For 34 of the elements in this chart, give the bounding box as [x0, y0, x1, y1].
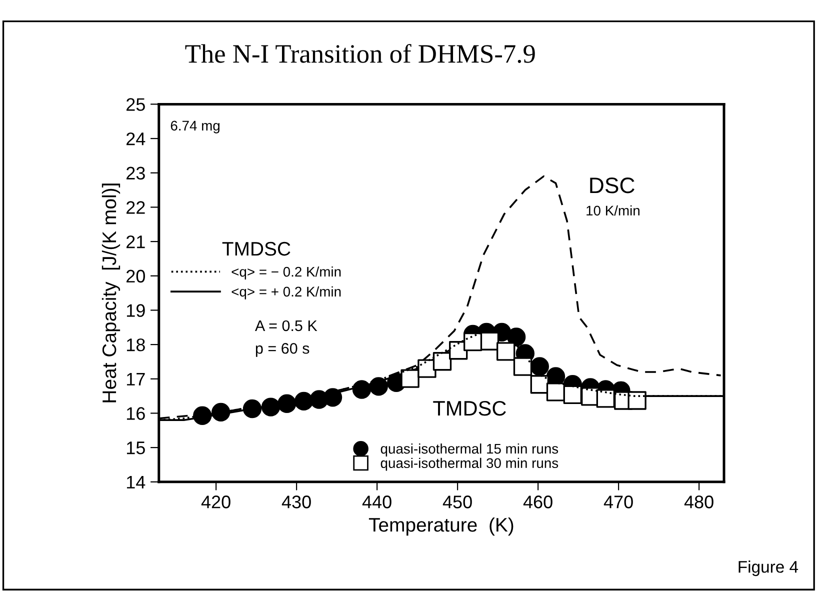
- y-tick-label: 15: [126, 442, 145, 454]
- legend-label: <q> = + 0.2 K/min: [232, 286, 341, 300]
- y-tick-label: 19: [126, 304, 145, 317]
- x-tick-label: 420: [201, 496, 230, 508]
- annotation: A = 0.5 K: [254, 320, 318, 332]
- x-tick-label: 430: [282, 496, 311, 508]
- annotation: TMDSC: [433, 400, 506, 416]
- annotation: p = 60 s: [256, 342, 310, 357]
- y-tick-label: 18: [126, 338, 145, 352]
- legend-title: TMDSC: [222, 242, 290, 256]
- x-tick-label: 450: [442, 496, 472, 508]
- legend-label: quasi-isothermal 30 min runs: [380, 458, 558, 471]
- y-tick-label: 14: [126, 476, 146, 488]
- x-tick-label: 460: [523, 496, 552, 508]
- annotation: 6.74 mg: [170, 120, 220, 134]
- y-tick-label: 16: [126, 407, 145, 420]
- caption: Figure 4: [738, 560, 798, 576]
- y-tick-label: 24: [126, 132, 146, 146]
- y-axis-title: Heat Capacity [J/(K mol)]: [102, 184, 120, 402]
- legend-label: <q> = − 0.2 K/min: [232, 266, 341, 280]
- chart-title: The N-I Transition of DHMS-7.9: [185, 44, 535, 63]
- y-tick-label: 25: [126, 98, 145, 111]
- y-tick-label: 17: [126, 373, 145, 386]
- annotation: DSC: [590, 178, 634, 194]
- annotation: 10 K/min: [586, 205, 640, 216]
- y-tick-label: 23: [126, 166, 145, 180]
- x-tick-label: 440: [362, 496, 392, 508]
- y-tick-label: 20: [126, 270, 145, 283]
- legend-label: quasi-isothermal 15 min runs: [380, 443, 558, 456]
- y-tick-label: 21: [126, 235, 145, 248]
- y-tick-label: 22: [126, 201, 145, 214]
- x-axis-title: Temperature (K): [368, 517, 514, 536]
- x-tick-label: 470: [604, 496, 633, 508]
- x-tick-label: 480: [684, 496, 714, 508]
